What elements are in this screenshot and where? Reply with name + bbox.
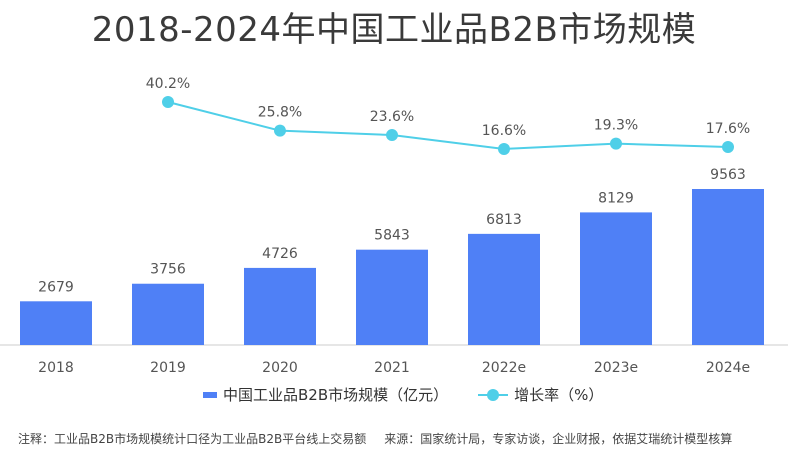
bar-value-label: 9563 [710, 167, 746, 183]
x-tick-label: 2018 [38, 360, 74, 376]
x-tick-label: 2021 [374, 360, 410, 376]
x-tick-label: 2019 [150, 360, 186, 376]
chart-legend: 中国工业品B2B市场规模（亿元） 增长率（%） [203, 384, 603, 405]
bar-value-label: 5843 [374, 228, 410, 244]
bar-value-label: 3756 [150, 262, 186, 278]
bar [468, 233, 540, 345]
bar-value-label: 2679 [38, 279, 74, 295]
growth-rate-label: 19.3% [594, 118, 638, 134]
bar-value-label: 8129 [598, 190, 634, 206]
combo-chart: 2679 2018 3756 2019 4726 2020 5843 2021 6813 2022… [0, 76, 788, 376]
bar-value-label: 6813 [486, 212, 522, 228]
bar-value-label: 4726 [262, 246, 298, 262]
legend-line-label: 增长率（%） [514, 386, 604, 404]
growth-rate-point [162, 96, 174, 108]
growth-rate-point [610, 137, 622, 150]
growth-rate-line [167, 101, 729, 151]
bar [692, 189, 764, 345]
legend-bar-swatch [203, 391, 217, 398]
growth-rate-label: 17.6% [706, 121, 750, 137]
growth-rate-point [722, 141, 734, 154]
footnote-note: 注释：工业品B2B市场规模统计口径为工业品B2B平台线上交易额 [18, 432, 367, 446]
x-tick-label: 2023e [594, 360, 638, 376]
x-tick-label: 2024e [706, 360, 750, 376]
growth-rate-label: 40.2% [146, 76, 190, 92]
growth-rate-label: 25.8% [258, 105, 302, 121]
growth-rate-label: 23.6% [370, 109, 414, 125]
bar [580, 212, 652, 345]
growth-rate-label: 16.6% [482, 123, 526, 139]
footnote-source: 来源：国家统计局，专家访谈，企业财报，依据艾瑞统计模型核算 [384, 432, 733, 446]
bar [244, 267, 316, 345]
legend-line-swatch [478, 388, 509, 401]
bar [132, 283, 204, 345]
growth-rate-point [498, 143, 510, 155]
x-tick-label: 2020 [262, 360, 298, 376]
bar [356, 249, 428, 345]
bar [20, 301, 92, 345]
growth-rate-point [274, 124, 286, 137]
legend-bar-label: 中国工业品B2B市场规模（亿元） [223, 386, 449, 404]
growth-rate-point [386, 129, 398, 142]
footnote: 注释：工业品B2B市场规模统计口径为工业品B2B平台线上交易额 来源：国家统计局，… [18, 430, 732, 447]
chart-title: 2018-2024年中国工业品B2B市场规模 [91, 10, 697, 50]
x-tick-label: 2022e [482, 360, 526, 376]
